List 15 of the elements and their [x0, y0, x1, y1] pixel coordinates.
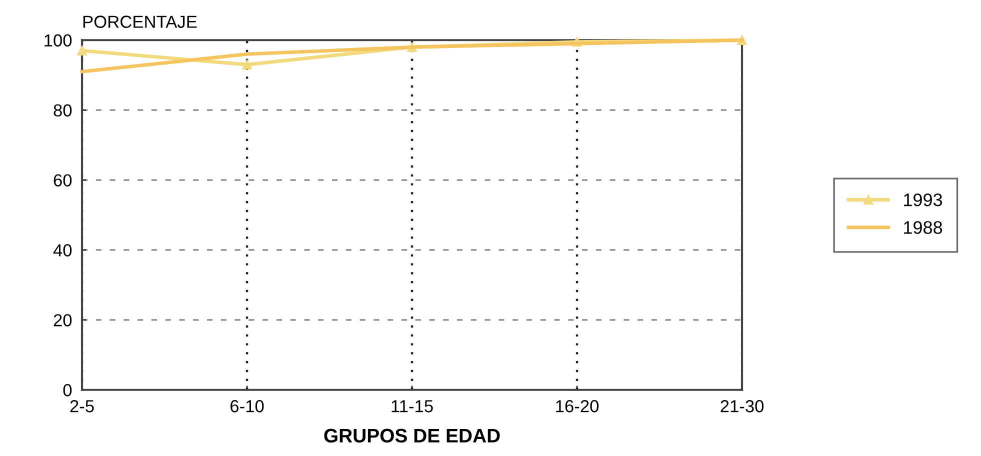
y-tick-label: 100	[44, 34, 72, 47]
x-tick-label: 2-5	[70, 400, 94, 412]
y-tick-label: 40	[53, 244, 72, 256]
y-tick-label: 60	[54, 174, 72, 186]
legend-label: 1988	[904, 221, 942, 234]
y-axis-title: PORCENTAJE	[83, 16, 197, 28]
x-tick-label: 6-10	[230, 400, 264, 412]
x-axis-title: GRUPOS DE EDAD	[324, 428, 500, 443]
x-tick-label: 11-15	[392, 400, 433, 412]
x-tick-label: 16-20	[556, 400, 599, 412]
y-tick-label: 80	[54, 104, 72, 117]
y-tick-label: 20	[54, 314, 72, 326]
y-tick-label: 0	[63, 384, 72, 396]
legend-label: 1993	[904, 193, 942, 206]
x-tick-label: 21-30	[720, 400, 764, 412]
